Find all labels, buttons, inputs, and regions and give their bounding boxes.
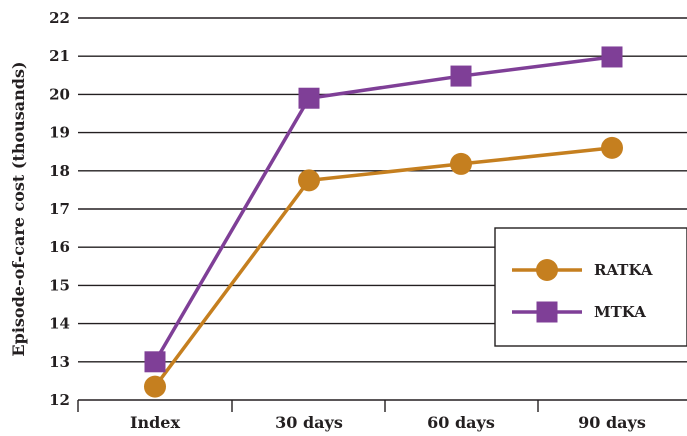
legend: RATKA MTKA [494,227,687,347]
gridlines [78,17,687,401]
y-tick-label: 19 [49,124,70,142]
y-tick-label: 13 [49,353,70,371]
data-point-mtka [450,65,472,87]
y-tick-label: 15 [49,276,70,294]
x-tick-label: 30 days [275,413,343,432]
data-point-mtka [144,351,166,373]
data-point-ratka [144,375,166,398]
series-line-ratka [153,146,613,388]
data-point-ratka [298,169,320,192]
x-tick-label: 90 days [578,413,646,432]
y-tick-label: 20 [49,85,70,103]
y-tick-label: 22 [49,9,70,27]
y-tick-label: 18 [49,162,70,180]
data-point-mtka [298,87,320,109]
y-tick-label: 21 [49,47,70,65]
y-tick-label: 14 [49,315,70,333]
y-tick-label: 16 [49,238,70,256]
data-point-ratka [450,152,472,175]
series-group [144,46,623,398]
y-tick-label: 12 [49,391,70,409]
legend-marker-ratka [536,259,558,281]
y-axis-title: Episode-of-care cost (thousands) [9,61,28,356]
legend-box [494,227,687,347]
data-point-mtka [601,46,623,68]
legend-marker-mtka [536,301,558,323]
legend-label-ratka: RATKA [594,261,653,279]
y-tick-label: 17 [49,200,70,218]
x-tick-label: Index [130,413,180,432]
axes: 12 13 14 15 16 17 18 19 20 21 22 Index 30 days 60 day… [49,9,646,432]
x-tick-label: 60 days [427,413,495,432]
legend-label-mtka: MTKA [594,303,646,321]
data-point-ratka [601,136,623,159]
series-line-mtka [153,55,613,363]
